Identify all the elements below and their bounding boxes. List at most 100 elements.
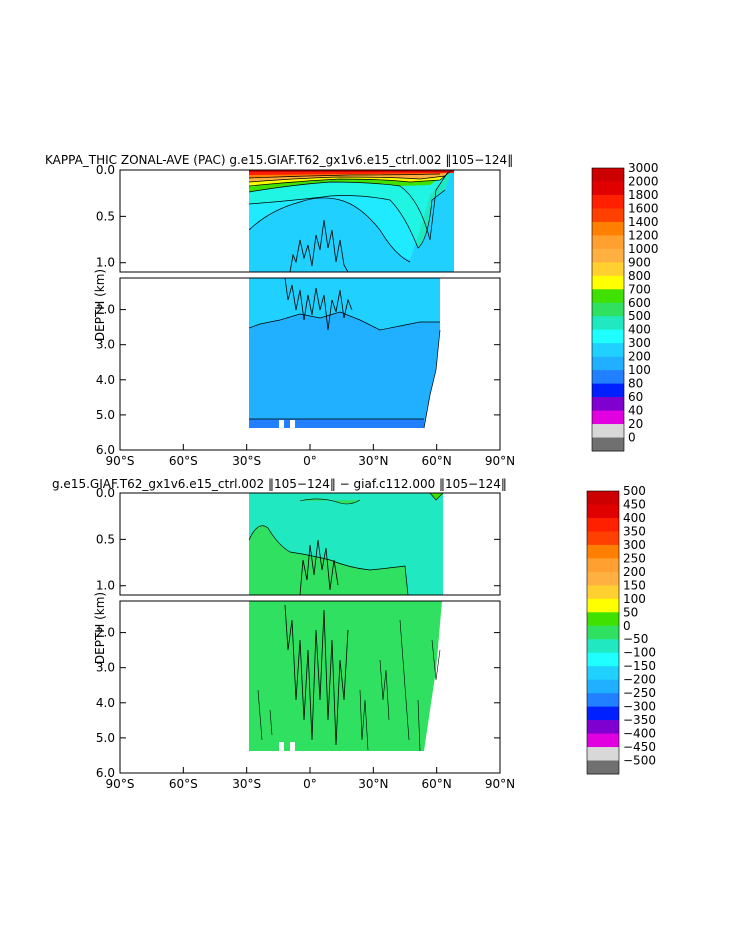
colorbar-swatch <box>587 625 619 640</box>
colorbar-swatch <box>592 221 624 236</box>
y-tick-label: 4.0 <box>96 696 115 710</box>
colorbar-swatch <box>587 544 619 559</box>
panel-kappa-thic: KAPPA_THIC ZONAL-AVE (PAC) g.e15.GIAF.T6… <box>45 153 659 468</box>
y-tick-label: 3.0 <box>96 661 115 675</box>
colorbar-swatch <box>592 194 624 209</box>
panel1-y-ticks: 0.0 0.5 1.0 2.0 3.0 4.0 5.0 6.0 <box>96 163 500 457</box>
y-tick-label: 5.0 <box>96 731 115 745</box>
x-tick-label: 0° <box>303 454 317 468</box>
x-tick-label: 30°N <box>358 777 388 791</box>
colorbar-swatch <box>592 437 624 452</box>
colorbar-swatch <box>587 517 619 532</box>
colorbar-label: −250 <box>623 686 656 700</box>
colorbar-swatch <box>587 598 619 613</box>
y-tick-label: 4.0 <box>96 373 115 387</box>
colorbar-label: 900 <box>628 255 651 269</box>
colorbar-swatch <box>592 316 624 331</box>
colorbar-swatch <box>587 491 619 505</box>
colorbar-label: 250 <box>623 551 646 565</box>
panel2-y-ticks: 0.0 0.5 1.0 2.0 3.0 4.0 5.0 6.0 <box>96 486 500 780</box>
colorbar-swatch <box>587 666 619 681</box>
panel1-x-ticks: 90°S 60°S 30°S 0° 30°N 60°N 90°N <box>106 444 515 468</box>
colorbar-swatch <box>587 720 619 735</box>
y-tick-label: 0.0 <box>96 163 115 177</box>
colorbar-label: −350 <box>623 713 656 727</box>
colorbar-swatch <box>587 706 619 721</box>
colorbar-swatch <box>587 733 619 748</box>
panel2-ylabel: DEPTH (km) <box>93 592 107 664</box>
colorbar-label: 400 <box>623 511 646 525</box>
colorbar-label: 1600 <box>628 201 659 215</box>
colorbar-swatch <box>592 329 624 344</box>
panel1-upper-frame <box>119 169 501 273</box>
colorbar-label: 100 <box>623 592 646 606</box>
y-tick-label: 1.0 <box>96 579 115 593</box>
x-tick-label: 60°S <box>169 454 198 468</box>
x-tick-label: 30°S <box>232 777 261 791</box>
y-tick-label: 0.5 <box>96 209 115 223</box>
colorbar-swatch <box>592 208 624 223</box>
colorbar-swatch <box>592 181 624 196</box>
x-tick-label: 90°S <box>106 777 135 791</box>
x-tick-label: 90°N <box>485 454 515 468</box>
colorbar-swatch <box>587 639 619 654</box>
colorbar-label: 300 <box>628 336 651 350</box>
x-tick-label: 30°N <box>358 454 388 468</box>
colorbar-swatch <box>587 504 619 519</box>
colorbar-swatch <box>592 370 624 385</box>
y-tick-label: 0.5 <box>96 532 115 546</box>
colorbar-label: −100 <box>623 646 656 660</box>
colorbar-label: 2000 <box>628 174 659 188</box>
panel1-title: KAPPA_THIC ZONAL-AVE (PAC) g.e15.GIAF.T6… <box>45 153 513 167</box>
colorbar-swatch <box>592 397 624 412</box>
colorbar-label: 50 <box>623 605 638 619</box>
colorbar-label: 300 <box>623 538 646 552</box>
colorbar-label: 450 <box>623 497 646 511</box>
colorbar-label: 40 <box>628 404 643 418</box>
colorbar-swatch <box>587 585 619 600</box>
panel1-lower-fill <box>249 278 441 429</box>
y-tick-label: 6.0 <box>96 766 115 780</box>
colorbar-swatch <box>592 424 624 439</box>
colorbar-label: 60 <box>628 390 643 404</box>
x-tick-label: 60°N <box>422 777 452 791</box>
colorbar-label: 1200 <box>628 228 659 242</box>
colorbar-swatch <box>592 235 624 250</box>
colorbar-label: 150 <box>623 578 646 592</box>
colorbar-label: −150 <box>623 659 656 673</box>
colorbar-label: −500 <box>623 754 656 768</box>
colorbar-label: 1800 <box>628 188 659 202</box>
colorbar-swatch <box>587 531 619 546</box>
colorbar-label: 200 <box>623 565 646 579</box>
panel1-colorbar: 3000200018001600140012001000900800700600… <box>591 161 659 452</box>
x-tick-label: 60°S <box>169 777 198 791</box>
panel1-upper-fill <box>249 170 454 272</box>
colorbar-label: 350 <box>623 524 646 538</box>
colorbar-label: 100 <box>628 363 651 377</box>
y-tick-label: 3.0 <box>96 338 115 352</box>
colorbar-swatch <box>592 356 624 371</box>
colorbar-label: 20 <box>628 417 643 431</box>
colorbar-label: 1000 <box>628 242 659 256</box>
panel2-upper-frame <box>119 492 501 596</box>
colorbar-label: −200 <box>623 673 656 687</box>
colorbar-label: 200 <box>628 350 651 364</box>
colorbar-swatch <box>587 612 619 627</box>
colorbar-swatch <box>592 275 624 290</box>
y-tick-label: 5.0 <box>96 408 115 422</box>
y-tick-label: 1.0 <box>96 256 115 270</box>
colorbar-swatch <box>592 262 624 277</box>
colorbar-label: 500 <box>623 484 646 498</box>
panel2-x-ticks: 90°S 60°S 30°S 0° 30°N 60°N 90°N <box>106 767 515 791</box>
colorbar-swatch <box>587 558 619 573</box>
panel-difference: g.e15.GIAF.T62_gx1v6.e15_ctrl.002 ‖105−1… <box>52 477 656 791</box>
colorbar-swatch <box>587 747 619 762</box>
colorbar-swatch <box>587 679 619 694</box>
y-tick-label: 2.0 <box>96 626 115 640</box>
colorbar-label: 1400 <box>628 215 659 229</box>
panel2-title: g.e15.GIAF.T62_gx1v6.e15_ctrl.002 ‖105−1… <box>52 477 507 491</box>
colorbar-label: 500 <box>628 309 651 323</box>
colorbar-label: 0 <box>623 619 631 633</box>
colorbar-swatch <box>587 693 619 708</box>
